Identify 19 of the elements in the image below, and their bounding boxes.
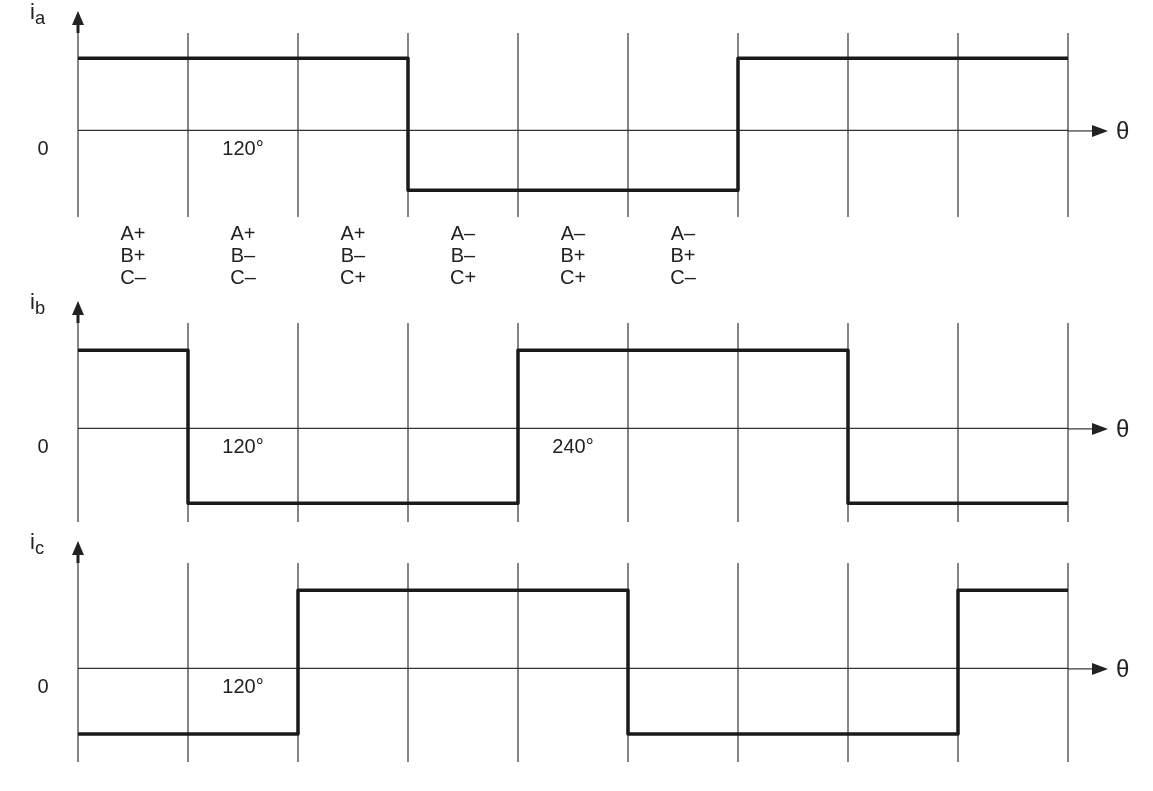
text: 0	[36, 674, 50, 698]
y-axis-title: i$_{b}$	[30, 289, 46, 320]
x-axis-title: θ	[1116, 414, 1130, 443]
text: 0	[36, 136, 50, 160]
text: A– B– C+	[448, 222, 478, 288]
text: A– B+ C–	[669, 222, 697, 288]
annotation: 120°	[221, 674, 265, 698]
text: A+ B– C+	[338, 222, 368, 288]
annotation: 240°	[551, 434, 595, 458]
text: A+ B– C–	[229, 222, 257, 288]
text: A+ B+ C–	[119, 222, 147, 288]
y-axis-title: i$_{c}$	[30, 529, 45, 560]
x-axis-title: θ	[1116, 654, 1130, 683]
annotation: 120°	[221, 136, 265, 160]
annotation: 120°	[221, 434, 265, 458]
text: A– B+ C+	[558, 222, 588, 288]
text: 0	[36, 434, 50, 458]
y-axis-title: i$_{a}$	[30, 0, 46, 30]
x-axis-title: θ	[1116, 116, 1130, 145]
